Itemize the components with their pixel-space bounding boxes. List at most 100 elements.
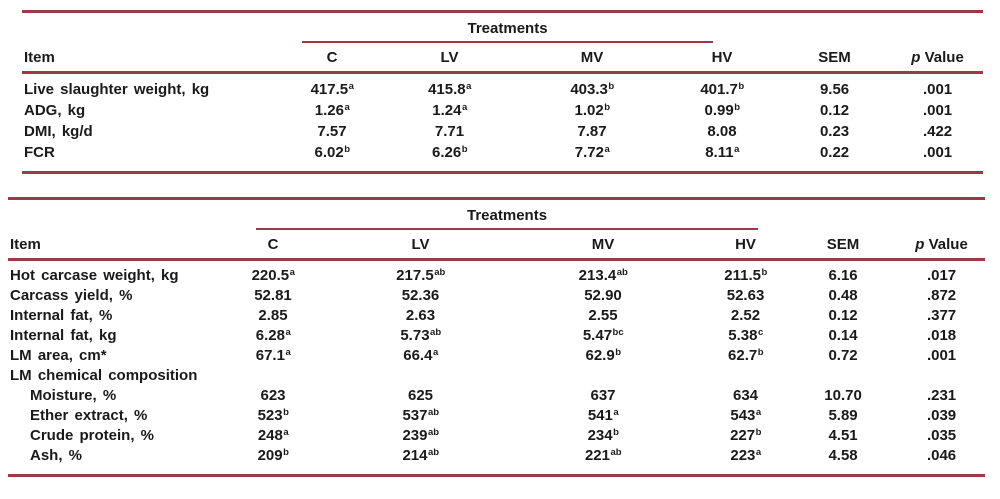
treatment-value-cell: 2.63 — [338, 306, 503, 326]
value-number: 537 — [402, 407, 428, 425]
table-row: Live slaughter weight, kg 417.5a 415.8a 403… — [22, 73, 983, 101]
p-value-word: Value — [924, 48, 964, 66]
p-value-cell: .018 — [926, 327, 957, 345]
column-header-c: C — [282, 43, 382, 74]
row-item-label: Crude protein, % — [30, 427, 155, 445]
significance-superscript: a — [283, 427, 289, 439]
treatment-value-cell: 5.38c — [703, 326, 788, 346]
value-number: 8.11 — [705, 143, 734, 161]
sem-value-cell: 0.12 — [819, 101, 850, 119]
p-value-cell: .001 — [922, 80, 953, 98]
treatment-value-cell: 1.02b — [517, 100, 667, 121]
p-value-word: Value — [928, 235, 968, 253]
p-value-cell: .001 — [922, 143, 953, 161]
value-number: 7.87 — [577, 122, 607, 140]
sem-value-cell: 0.22 — [819, 143, 850, 161]
treatment-value-cell: 248a — [208, 426, 338, 446]
p-value-cell: .001 — [922, 101, 953, 119]
section-row: LM chemical composition — [8, 366, 985, 386]
significance-superscript: ab — [427, 407, 440, 419]
table-row: DMI, kg/d 7.57 7.71 7.87 8.08 0.23 .422 — [22, 121, 983, 142]
treatment-value-cell: 66.4a — [338, 346, 503, 366]
spanner-spacer — [898, 199, 985, 231]
performance-table: Treatments Item C LV MV HV SEM p Value L… — [22, 10, 984, 174]
sem-value-cell: 0.12 — [828, 307, 858, 325]
treatments-spanner-row: Treatments — [8, 199, 985, 231]
value-number: 62.9 — [585, 347, 615, 365]
value-number: 401.7 — [700, 80, 738, 98]
significance-superscript: bc — [612, 327, 624, 339]
treatment-value-cell: 7.72a — [517, 142, 667, 173]
treatment-value-cell: 213.4ab — [503, 260, 703, 287]
p-italic: p — [911, 48, 921, 66]
treatment-value-cell: 401.7b — [667, 73, 777, 101]
spanner-spacer — [788, 199, 898, 231]
column-header-hv: HV — [703, 230, 789, 261]
p-value-cell: .231 — [926, 387, 957, 405]
treatment-value-cell: 403.3b — [517, 73, 667, 101]
significance-superscript: a — [289, 267, 295, 279]
table-row: Ether extract, % 523b 537ab 541a 543a 5.89.03… — [8, 406, 985, 426]
value-number: 415.8 — [428, 80, 466, 98]
value-number: 52.36 — [401, 287, 440, 305]
significance-superscript: b — [755, 427, 762, 439]
significance-superscript: b — [757, 347, 764, 359]
spanner-spacer — [8, 199, 208, 231]
value-number: 5.38 — [728, 327, 758, 345]
value-number: 5.73 — [400, 327, 430, 345]
value-number: 217.5 — [396, 267, 434, 285]
value-number: 417.5 — [310, 80, 349, 98]
value-number: 227 — [730, 427, 756, 445]
value-number: 62.7 — [728, 347, 758, 365]
table-row: Internal fat, kg 6.28a 5.73ab 5.47bc 5.38c 0.… — [8, 326, 985, 346]
treatment-value-cell: 52.81 — [208, 286, 338, 306]
significance-superscript: ab — [610, 447, 622, 459]
significance-superscript: b — [734, 101, 741, 113]
value-number: 220.5 — [251, 267, 290, 285]
significance-superscript: ab — [434, 267, 446, 279]
value-number: 7.72 — [574, 143, 604, 161]
treatment-value-cell: 6.28a — [208, 326, 338, 346]
value-number: 214 — [402, 447, 428, 465]
row-item-label: Ash, % — [30, 447, 83, 465]
column-header-lv: LV — [338, 230, 503, 261]
treatment-value-cell: 211.5b — [703, 260, 788, 287]
column-header-sem: SEM — [777, 43, 893, 74]
sem-value-cell — [788, 366, 898, 386]
treatment-value-cell: 2.85 — [208, 306, 338, 326]
column-header-row: Item C LV MV HV SEM p Value — [8, 230, 986, 261]
treatment-value-cell: 523b — [208, 406, 338, 426]
significance-superscript: b — [604, 101, 610, 113]
treatment-value-cell: 1.24a — [382, 100, 517, 121]
table-row: Internal fat, % 2.85 2.63 2.55 2.52 0.12 .377 — [8, 306, 985, 326]
value-number: 234 — [587, 427, 613, 445]
value-number: 2.63 — [405, 307, 436, 325]
significance-superscript: b — [761, 267, 768, 279]
p-value-cell: .046 — [926, 447, 957, 465]
value-number: 66.4 — [403, 347, 433, 365]
significance-superscript: c — [757, 327, 764, 339]
significance-superscript: a — [344, 101, 350, 113]
treatment-value-cell: 217.5ab — [338, 260, 503, 287]
row-item-label: ADG, kg — [24, 101, 86, 119]
treatment-value-cell: 239ab — [338, 426, 503, 446]
column-header-row: Item C LV MV HV SEM p Value — [22, 43, 984, 74]
value-number: 52.63 — [726, 287, 765, 305]
p-value-cell: .039 — [926, 407, 957, 425]
column-header-item: Item — [8, 230, 208, 261]
treatment-value-cell: 220.5a — [208, 260, 338, 287]
value-number: 541 — [587, 407, 613, 425]
row-item-label: Carcass yield, % — [10, 287, 133, 305]
table-row: FCR 6.02b 6.26b 7.72a 8.11a 0.22.001 — [22, 142, 983, 173]
treatments-spanner-row: Treatments — [22, 12, 983, 43]
value-number: 213.4 — [578, 267, 617, 285]
row-item-label: Moisture, % — [30, 387, 117, 405]
value-number: 403.3 — [570, 80, 608, 98]
treatment-value-cell: 67.1a — [208, 346, 338, 366]
significance-superscript: a — [348, 80, 354, 92]
significance-superscript: a — [613, 407, 619, 419]
significance-superscript: a — [285, 327, 291, 339]
value-number: 5.47 — [582, 327, 613, 345]
row-item-label: DMI, kg/d — [24, 122, 93, 140]
treatment-value-cell: 637 — [503, 386, 703, 406]
